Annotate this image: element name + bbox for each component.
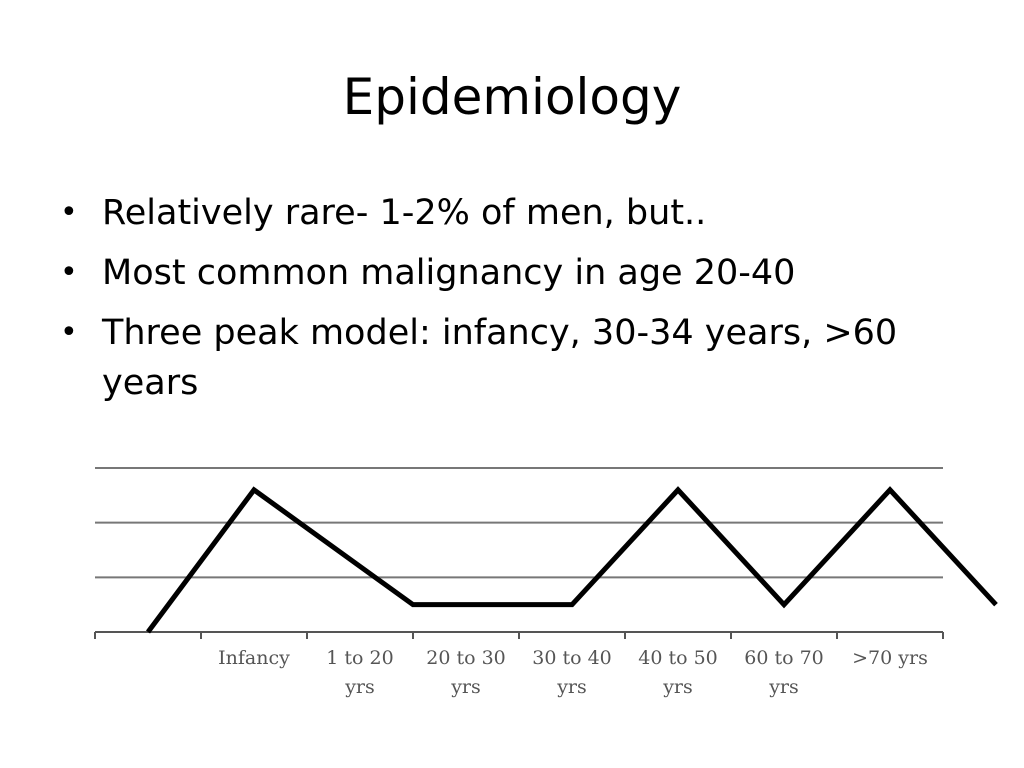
x-tick-label: 60 to 70 yrs <box>744 647 824 698</box>
bullet-icon: • <box>60 315 78 350</box>
x-tick-label: 20 to 30 yrs <box>426 647 506 698</box>
bullet-item: • Most common malignancy in age 20-40 <box>58 248 958 298</box>
grid-lines <box>95 467 943 579</box>
x-tick-label: 30 to 40 yrs <box>532 647 612 698</box>
bullet-text: Relatively rare- 1-2% of men, but.. <box>102 193 707 233</box>
bullet-icon: • <box>60 195 78 230</box>
bullet-item: • Relatively rare- 1-2% of men, but.. <box>58 188 958 238</box>
bullet-item: • Three peak model: infancy, 30-34 years… <box>58 308 958 408</box>
bullet-text: Three peak model: infancy, 30-34 years, … <box>102 313 898 403</box>
x-tick-label: Infancy <box>218 647 290 669</box>
x-tick-labels: Infancy 1 to 20 yrs 20 to 30 yrs 30 to 40 yrs 4… <box>218 647 928 698</box>
slide-title: Epidemiology <box>342 68 682 126</box>
x-tick-label: >70 yrs <box>852 647 928 669</box>
x-tick-label: 40 to 50 yrs <box>638 647 718 698</box>
series-line <box>145 486 998 634</box>
bullet-icon: • <box>60 255 78 290</box>
bullet-text: Most common malignancy in age 20-40 <box>102 253 796 293</box>
three-peak-line-chart: Infancy 1 to 20 yrs 20 to 30 yrs 30 to 40 yrs 4… <box>94 467 998 698</box>
series-layer <box>145 486 998 634</box>
x-tick-label: 1 to 20 yrs <box>326 647 393 698</box>
x-axis <box>94 631 944 639</box>
bullet-list: • Relatively rare- 1-2% of men, but.. • … <box>58 188 958 418</box>
